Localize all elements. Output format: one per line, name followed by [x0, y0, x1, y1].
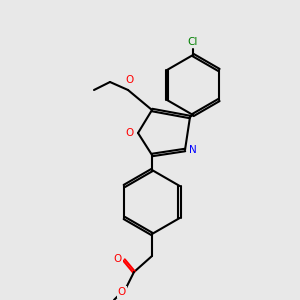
Text: O: O [114, 254, 122, 264]
Text: N: N [189, 145, 197, 155]
Text: O: O [118, 287, 126, 297]
Text: O: O [126, 128, 134, 138]
Text: O: O [125, 75, 133, 85]
Text: Cl: Cl [188, 37, 198, 47]
